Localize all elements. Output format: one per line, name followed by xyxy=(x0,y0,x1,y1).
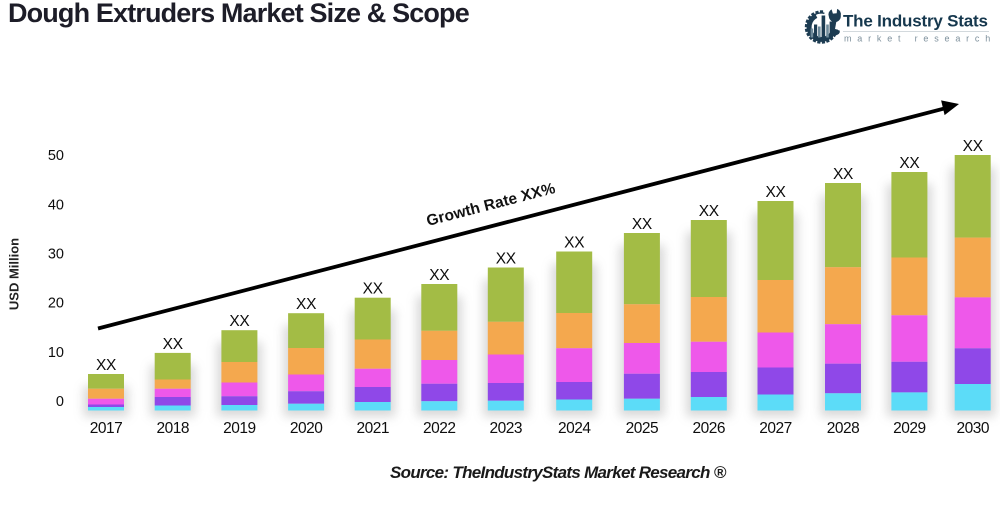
svg-text:2018: 2018 xyxy=(156,420,188,437)
svg-text:2021: 2021 xyxy=(356,420,388,437)
svg-text:XX: XX xyxy=(899,155,920,172)
svg-text:20: 20 xyxy=(48,296,64,312)
svg-text:2028: 2028 xyxy=(827,420,859,437)
svg-text:2024: 2024 xyxy=(558,420,591,437)
svg-text:USD Million: USD Million xyxy=(7,238,22,310)
svg-text:2030: 2030 xyxy=(956,420,989,437)
svg-text:The Industry Stats: The Industry Stats xyxy=(843,12,988,31)
svg-text:XX: XX xyxy=(296,296,317,313)
svg-text:XX: XX xyxy=(363,281,384,298)
svg-text:Source: TheIndustryStats Marke: Source: TheIndustryStats Market Research… xyxy=(390,463,727,482)
svg-text:2022: 2022 xyxy=(423,420,455,437)
svg-text:2025: 2025 xyxy=(626,420,658,437)
svg-text:30: 30 xyxy=(48,247,64,263)
svg-text:XX: XX xyxy=(163,336,184,353)
svg-text:10: 10 xyxy=(48,345,64,361)
svg-text:XX: XX xyxy=(564,235,585,252)
svg-text:40: 40 xyxy=(48,197,64,213)
svg-text:XX: XX xyxy=(963,138,984,155)
svg-text:2020: 2020 xyxy=(290,420,323,437)
svg-text:2029: 2029 xyxy=(893,420,925,437)
svg-text:XX: XX xyxy=(496,251,517,268)
svg-text:Dough Extruders Market Size &: Dough Extruders Market Size & Scope xyxy=(8,0,470,28)
svg-text:market research: market research xyxy=(844,34,996,44)
svg-text:XX: XX xyxy=(632,216,653,233)
svg-text:XX: XX xyxy=(96,357,117,374)
svg-text:XX: XX xyxy=(833,166,854,183)
svg-text:2023: 2023 xyxy=(490,420,522,437)
svg-text:XX: XX xyxy=(765,184,786,201)
svg-text:50: 50 xyxy=(48,148,64,164)
svg-text:2017: 2017 xyxy=(90,420,122,437)
svg-text:2019: 2019 xyxy=(223,420,255,437)
svg-text:XX: XX xyxy=(229,313,250,330)
svg-text:0: 0 xyxy=(56,394,64,410)
svg-text:Growth Rate XX%: Growth Rate XX% xyxy=(425,180,558,230)
svg-text:XX: XX xyxy=(429,267,450,284)
svg-text:2027: 2027 xyxy=(759,420,791,437)
svg-text:2026: 2026 xyxy=(693,420,725,437)
svg-text:XX: XX xyxy=(699,203,720,220)
